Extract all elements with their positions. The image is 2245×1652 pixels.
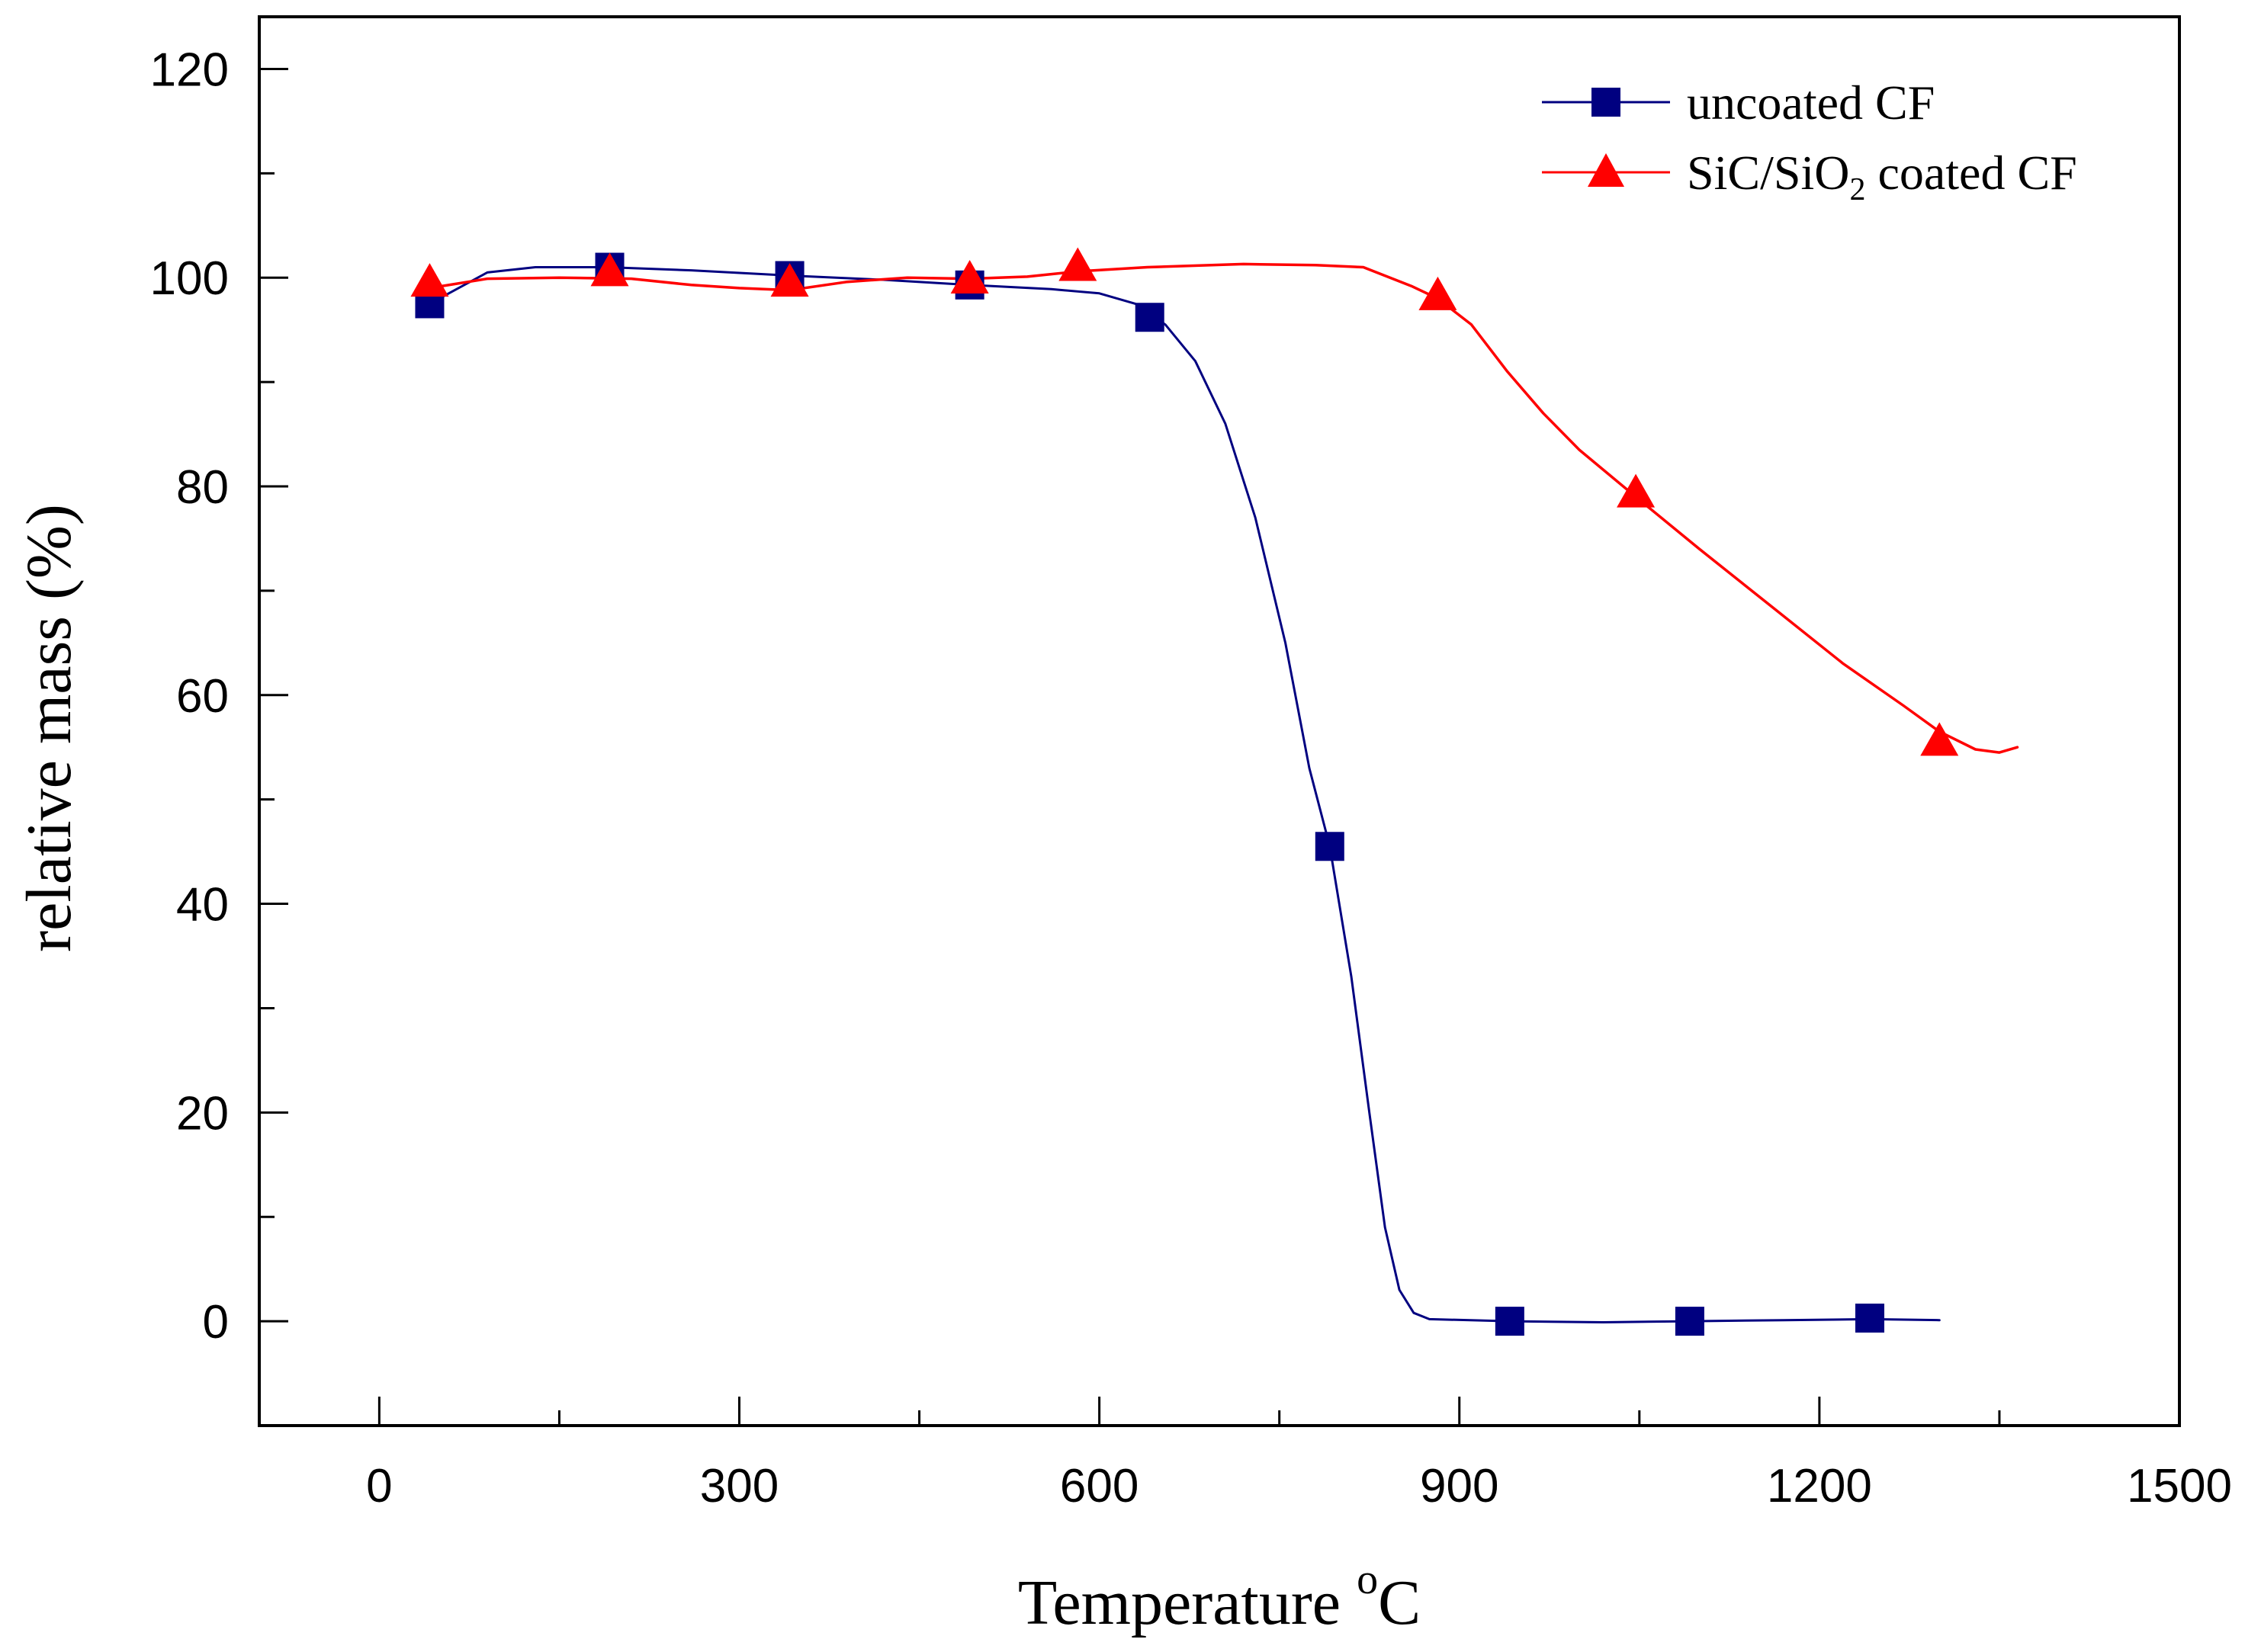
legend: uncoated CF SiC/SiO2 coated CF	[1542, 75, 2077, 207]
series-line-0	[429, 266, 1941, 1323]
series-line-1	[428, 262, 2019, 754]
data-point-coated	[1418, 276, 1457, 310]
legend-label-coated: SiC/SiO2 coated CF	[1687, 146, 2077, 207]
y-tick-label: 80	[176, 461, 229, 514]
data-point-coated	[590, 252, 629, 287]
legend-marker-square	[1591, 88, 1620, 117]
data-point-uncoated	[1495, 1307, 1524, 1336]
y-axis-label: relative mass (%)	[14, 504, 85, 952]
data-point-uncoated	[1855, 1304, 1884, 1333]
data-point-uncoated	[1135, 303, 1164, 332]
x-tick-label: 600	[1060, 1460, 1139, 1512]
x-axis-ticks: 0 300 600 900 1200 1500	[366, 1397, 2232, 1512]
legend-marker-triangle	[1588, 153, 1624, 187]
x-tick-label: 300	[700, 1460, 779, 1512]
x-tick-label: 0	[366, 1460, 392, 1512]
y-tick-label: 100	[150, 252, 229, 305]
y-tick-label: 0	[203, 1296, 229, 1349]
data-point-coated	[1058, 247, 1097, 281]
x-tick-label: 900	[1420, 1460, 1498, 1512]
legend-label-uncoated: uncoated CF	[1687, 75, 1935, 130]
series-curves	[428, 262, 2019, 1323]
x-axis-label: Temperature oC	[1018, 1556, 1421, 1638]
x-tick-label: 1500	[2127, 1460, 2232, 1512]
data-point-coated	[950, 259, 989, 294]
plot-frame	[258, 15, 2181, 1427]
y-tick-label: 60	[176, 670, 229, 723]
y-tick-label: 120	[150, 43, 229, 96]
y-tick-label: 20	[176, 1087, 229, 1140]
x-tick-label: 1200	[1767, 1460, 1872, 1512]
data-point-coated	[410, 263, 449, 297]
series-markers	[410, 247, 1959, 1336]
data-point-uncoated	[1315, 832, 1344, 861]
data-point-coated	[1617, 473, 1656, 508]
data-point-coated	[770, 263, 809, 297]
y-axis-ticks: 0 20 40 60 80 100 120	[150, 43, 288, 1349]
data-point-uncoated	[1675, 1307, 1704, 1336]
y-tick-label: 40	[176, 879, 229, 932]
data-point-coated	[1920, 722, 1959, 756]
